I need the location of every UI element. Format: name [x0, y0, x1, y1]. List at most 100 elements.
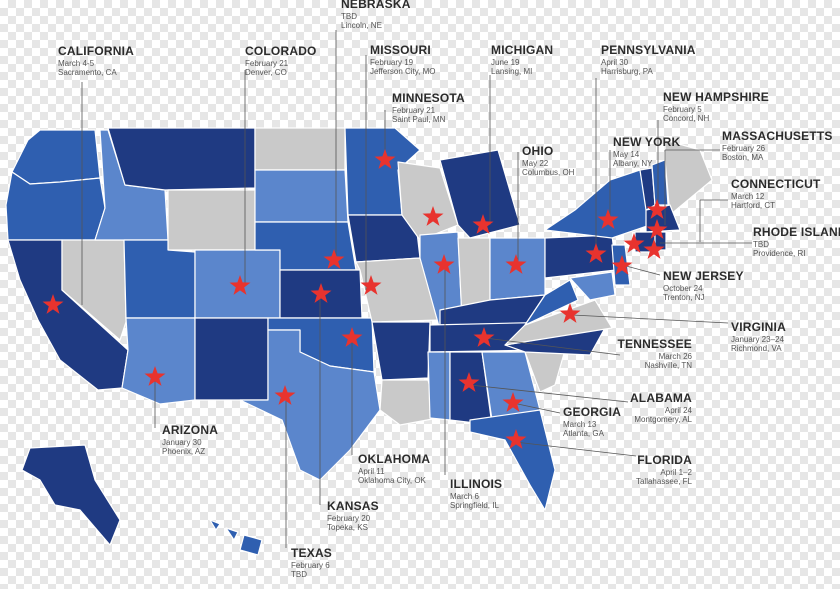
- star-icon-new-hampshire[interactable]: [646, 199, 668, 219]
- state-name: NEBRASKA: [341, 0, 411, 11]
- event-city: Sacramento, CA: [58, 67, 117, 77]
- star-icon-pennsylvania[interactable]: [585, 243, 607, 263]
- event-date: April 24: [664, 405, 692, 415]
- star-icon-colorado[interactable]: [229, 275, 251, 295]
- state-name: OHIO: [522, 144, 554, 158]
- event-city: Trenton, NJ: [663, 292, 705, 302]
- state-pennsylvania[interactable]: [544, 234, 617, 279]
- event-date: February 20: [327, 513, 371, 523]
- event-date: March 26: [658, 351, 692, 361]
- state-florida[interactable]: [469, 409, 556, 511]
- state-oregon[interactable]: [5, 171, 106, 241]
- state-name: CONNECTICUT: [731, 177, 821, 191]
- star-icon-new-jersey[interactable]: [611, 255, 633, 275]
- state-montana[interactable]: [107, 127, 256, 191]
- state-texas[interactable]: [239, 329, 381, 481]
- label-ohio[interactable]: OHIO May 22 Columbus, OH: [522, 144, 574, 177]
- star-icon-michigan[interactable]: [472, 214, 494, 234]
- star-icon-minnesota[interactable]: [374, 149, 396, 169]
- state-south-dakota[interactable]: [254, 169, 349, 223]
- label-alabama[interactable]: ALABAMA April 24 Montgomery, AL: [600, 391, 692, 424]
- state-louisiana[interactable]: [379, 379, 439, 426]
- state-washington[interactable]: [11, 129, 101, 185]
- star-icon-georgia[interactable]: [502, 392, 524, 412]
- label-missouri[interactable]: MISSOURI February 19 Jefferson City, MO: [370, 43, 436, 76]
- label-connecticut[interactable]: CONNECTICUT March 12 Hartford, CT: [731, 177, 821, 210]
- state-name: NEW YORK: [613, 135, 681, 149]
- label-new-york[interactable]: NEW YORK May 14 Albany, NY: [613, 135, 681, 168]
- star-icon-connecticut[interactable]: [623, 233, 645, 253]
- event-date: February 6: [291, 560, 330, 570]
- star-icon-california[interactable]: [42, 294, 64, 314]
- event-date: April 11: [358, 466, 385, 476]
- star-icon-illinois[interactable]: [433, 254, 455, 274]
- star-icon-oklahoma[interactable]: [341, 327, 363, 347]
- label-colorado[interactable]: COLORADO February 21 Denver, CO: [245, 44, 317, 77]
- state-mississippi[interactable]: [427, 351, 451, 421]
- event-city: Albany, NY: [613, 158, 653, 168]
- label-california[interactable]: CALIFORNIA March 4-5 Sacramento, CA: [58, 44, 134, 77]
- label-virginia[interactable]: VIRGINIA January 23–24 Richmond, VA: [731, 320, 786, 353]
- state-michigan[interactable]: [439, 149, 521, 239]
- state-name: GEORGIA: [563, 405, 622, 419]
- label-florida[interactable]: FLORIDA April 1–2 Tallahassee, FL: [600, 453, 692, 486]
- star-icon-massachusetts[interactable]: [646, 219, 668, 239]
- event-city: Springfield, IL: [450, 500, 499, 510]
- star-icon-tennessee[interactable]: [473, 327, 495, 347]
- star-icon-kansas[interactable]: [310, 283, 332, 303]
- label-minnesota[interactable]: MINNESOTA February 21 Saint Paul, MN: [392, 91, 465, 124]
- state-name: PENNSYLVANIA: [601, 43, 696, 57]
- event-city: Saint Paul, MN: [392, 114, 446, 124]
- label-illinois[interactable]: ILLINOIS March 6 Springfield, IL: [450, 477, 502, 510]
- star-icon-arizona[interactable]: [144, 366, 166, 386]
- state-alaska[interactable]: [21, 444, 121, 546]
- event-date: February 19: [370, 57, 414, 67]
- star-icon-rhode-island[interactable]: [643, 239, 665, 259]
- star-icon-florida[interactable]: [505, 429, 527, 449]
- label-new-hampshire[interactable]: NEW HAMPSHIRE February 5 Concord, NH: [663, 90, 769, 123]
- state-name: NEW JERSEY: [663, 269, 744, 283]
- state-name: NEW HAMPSHIRE: [663, 90, 769, 104]
- state-arizona[interactable]: [121, 317, 196, 405]
- state-delaware-maryland[interactable]: [569, 271, 616, 301]
- state-north-dakota[interactable]: [254, 127, 346, 171]
- label-kansas[interactable]: KANSAS February 20 Topeka, KS: [327, 499, 379, 532]
- label-new-jersey[interactable]: NEW JERSEY October 24 Trenton, NJ: [663, 269, 744, 302]
- event-city: Topeka, KS: [327, 522, 368, 532]
- label-arizona[interactable]: ARIZONA January 30 Phoenix, AZ: [162, 423, 219, 456]
- state-wyoming[interactable]: [167, 189, 256, 251]
- event-date: March 12: [731, 191, 765, 201]
- label-massachusetts[interactable]: MASSACHUSETTS February 26 Boston, MA: [722, 129, 833, 162]
- label-rhode-island[interactable]: RHODE ISLAND TBD Providence, RI: [753, 225, 840, 258]
- label-oklahoma[interactable]: OKLAHOMA April 11 Oklahoma City, OK: [358, 452, 431, 485]
- star-icon-texas[interactable]: [274, 385, 296, 405]
- event-city: Providence, RI: [753, 248, 806, 258]
- star-icon-wisconsin[interactable]: [422, 206, 444, 226]
- label-michigan[interactable]: MICHIGAN June 19 Lansing, MI: [491, 43, 553, 76]
- star-icon-missouri[interactable]: [360, 275, 382, 295]
- state-west-virginia[interactable]: [524, 279, 579, 326]
- star-icon-alabama[interactable]: [458, 372, 480, 392]
- state-hawaii[interactable]: [209, 519, 263, 556]
- state-new-york[interactable]: [544, 169, 651, 239]
- star-icon-virginia[interactable]: [559, 303, 581, 323]
- event-city: Tallahassee, FL: [635, 476, 692, 486]
- label-texas[interactable]: TEXAS February 6 TBD: [291, 546, 333, 579]
- state-arkansas[interactable]: [371, 321, 431, 381]
- state-name: VIRGINIA: [731, 320, 786, 334]
- star-icon-new-york[interactable]: [597, 209, 619, 229]
- label-georgia[interactable]: GEORGIA March 13 Atlanta, GA: [563, 405, 622, 438]
- state-missouri[interactable]: [355, 257, 441, 323]
- state-new-mexico[interactable]: [194, 317, 269, 401]
- state-utah[interactable]: [123, 239, 196, 319]
- state-name: OKLAHOMA: [358, 452, 431, 466]
- state-name: ARIZONA: [162, 423, 219, 437]
- star-icon-nebraska[interactable]: [323, 249, 345, 269]
- label-tennessee[interactable]: TENNESSEE March 26 Nashville, TN: [600, 337, 693, 370]
- label-pennsylvania[interactable]: PENNSYLVANIA April 30 Harrisburg, PA: [601, 43, 696, 76]
- state-wisconsin[interactable]: [397, 161, 459, 241]
- star-icon-ohio[interactable]: [505, 254, 527, 274]
- state-name: TEXAS: [291, 546, 333, 560]
- label-nebraska[interactable]: NEBRASKA TBD Lincoln, NE: [341, 0, 411, 30]
- event-city: Jefferson City, MO: [370, 66, 436, 76]
